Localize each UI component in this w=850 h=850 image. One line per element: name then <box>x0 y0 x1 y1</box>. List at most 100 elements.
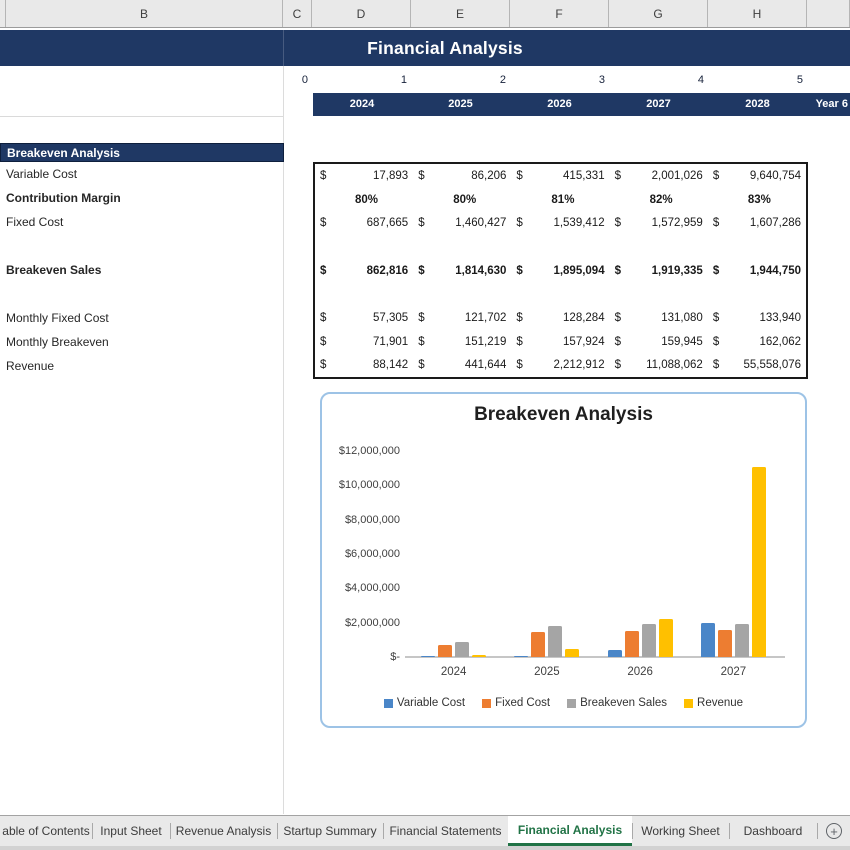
tab-financial-analysis[interactable]: Financial Analysis <box>508 816 632 846</box>
table-cell[interactable]: $441,644 <box>413 353 511 377</box>
row-label-breakeven-sales[interactable]: Breakeven Sales <box>6 263 102 277</box>
currency-symbol: $ <box>418 335 425 348</box>
year-header-cell[interactable]: 2026 <box>547 98 572 110</box>
table-cell[interactable]: $1,919,335 <box>610 259 708 283</box>
table-cell[interactable]: $1,607,286 <box>708 211 806 235</box>
breakeven-chart[interactable]: Breakeven Analysis $12,000,000 $10,000,00… <box>320 392 807 728</box>
table-cell[interactable]: 83% <box>708 188 806 212</box>
table-cell[interactable] <box>610 282 708 306</box>
cell-value: 57,305 <box>373 311 409 324</box>
legend-item-fixed-cost: Fixed Cost <box>482 697 550 709</box>
tab-revenue-analysis[interactable]: Revenue Analysis <box>170 816 277 846</box>
tab-input-sheet[interactable]: Input Sheet <box>92 816 170 846</box>
table-cell[interactable]: $1,572,959 <box>610 211 708 235</box>
cell-value: 862,816 <box>366 264 409 277</box>
table-cell[interactable]: $71,901 <box>315 330 413 354</box>
timeline-index-cell[interactable]: 3 <box>598 73 605 86</box>
table-cell[interactable]: $88,142 <box>315 353 413 377</box>
row-label-revenue[interactable]: Revenue <box>6 359 55 373</box>
table-cell[interactable] <box>511 235 609 259</box>
table-cell[interactable]: $11,088,062 <box>610 353 708 377</box>
timeline-index-cell[interactable]: 4 <box>697 73 704 86</box>
row-label-fixed-cost[interactable]: Fixed Cost <box>6 215 64 229</box>
table-cell[interactable]: 80% <box>315 188 413 212</box>
table-cell[interactable]: 81% <box>511 188 609 212</box>
column-header-d[interactable]: D <box>312 0 411 27</box>
table-cell[interactable]: $17,893 <box>315 164 413 188</box>
legend-item-revenue: Revenue <box>684 697 743 709</box>
table-cell[interactable]: $57,305 <box>315 306 413 330</box>
table-cell[interactable]: $415,331 <box>511 164 609 188</box>
table-cell[interactable]: $157,924 <box>511 330 609 354</box>
table-cell[interactable]: $55,558,076 <box>708 353 806 377</box>
table-cell[interactable]: $1,539,412 <box>511 211 609 235</box>
row-label-variable-cost[interactable]: Variable Cost <box>6 167 78 181</box>
table-cell[interactable] <box>511 282 609 306</box>
cell-value: 82% <box>649 193 673 206</box>
table-cell[interactable] <box>610 235 708 259</box>
table-cell[interactable]: $121,702 <box>413 306 511 330</box>
tab-able-of-contents[interactable]: able of Contents <box>2 824 90 838</box>
column-header-blank[interactable] <box>807 0 850 27</box>
row-label-monthly-breakeven[interactable]: Monthly Breakeven <box>6 335 109 349</box>
cell-value: 415,331 <box>563 169 605 182</box>
legend-swatch-variable-cost <box>383 698 393 708</box>
table-cell[interactable]: $9,640,754 <box>708 164 806 188</box>
timeline-index-cell[interactable]: 2 <box>499 73 506 86</box>
table-cell[interactable]: $2,212,912 <box>511 353 609 377</box>
table-cell[interactable]: $133,940 <box>708 306 806 330</box>
row-label-monthly-fixed-cost[interactable]: Monthly Fixed Cost <box>6 311 109 325</box>
table-cell[interactable]: $2,001,026 <box>610 164 708 188</box>
table-cell[interactable]: $131,080 <box>610 306 708 330</box>
table-cell[interactable]: $159,945 <box>610 330 708 354</box>
currency-symbol: $ <box>712 335 720 348</box>
table-cell[interactable] <box>413 235 511 259</box>
table-cell[interactable] <box>708 282 806 306</box>
table-cell[interactable] <box>315 282 413 306</box>
table-cell[interactable] <box>413 282 511 306</box>
table-cell[interactable]: $1,895,094 <box>511 259 609 283</box>
tab-financial-statements[interactable]: Financial Statements <box>383 816 508 846</box>
column-header-e[interactable]: E <box>411 0 510 27</box>
table-cell[interactable]: $86,206 <box>413 164 511 188</box>
table-cell[interactable]: $162,062 <box>708 330 806 354</box>
column-header-blank[interactable] <box>0 0 6 27</box>
table-cell[interactable]: $687,665 <box>315 211 413 235</box>
tab-working-sheet[interactable]: Working Sheet <box>632 816 729 846</box>
year-header-cell[interactable]: 2025 <box>448 98 473 110</box>
year-header-cell[interactable]: 2027 <box>646 98 671 110</box>
timeline-index-cell[interactable]: 0 <box>301 73 308 86</box>
cell-value: 157,924 <box>563 335 605 348</box>
column-header-b[interactable]: B <box>6 0 283 27</box>
year-header-cell[interactable]: 2024 <box>349 98 375 110</box>
timeline-index-cell[interactable]: 1 <box>400 73 407 86</box>
table-cell[interactable]: $1,460,427 <box>413 211 511 235</box>
table-cell[interactable] <box>315 235 413 259</box>
table-cell[interactable]: 82% <box>610 188 708 212</box>
column-header-c[interactable]: C <box>283 0 312 27</box>
tab-dashboard[interactable]: Dashboard <box>729 816 817 846</box>
table-cell[interactable]: $1,814,630 <box>413 259 511 283</box>
table-cell[interactable]: $128,284 <box>511 306 609 330</box>
bar-fixed-cost-2027 <box>718 630 732 657</box>
table-cell[interactable]: $151,219 <box>413 330 511 354</box>
add-sheet-icon[interactable]: + <box>826 823 842 839</box>
table-cell[interactable]: $862,816 <box>315 259 413 283</box>
table-cell[interactable]: 80% <box>413 188 511 212</box>
column-header-f[interactable]: F <box>510 0 609 27</box>
table-cell[interactable] <box>708 235 806 259</box>
timeline-index-cell[interactable]: 5 <box>796 73 803 86</box>
section-header-breakeven-analysis[interactable]: Breakeven Analysis <box>0 143 284 162</box>
column-header-g[interactable]: G <box>609 0 708 27</box>
cell-value: 159,945 <box>661 335 703 348</box>
row-label-contribution-margin[interactable]: Contribution Margin <box>6 191 121 205</box>
tab-startup-summary[interactable]: Startup Summary <box>277 816 383 846</box>
bar-fixed-cost-2024 <box>438 645 452 657</box>
column-header-h[interactable]: H <box>708 0 807 27</box>
year-header-cell[interactable]: 2028 <box>745 98 770 110</box>
cell-value: 687,665 <box>366 217 409 230</box>
table-cell[interactable]: $1,944,750 <box>708 259 806 283</box>
legend-swatch-breakeven-sales <box>567 698 577 708</box>
year-header-cell[interactable]: Year 6 <box>815 98 848 110</box>
